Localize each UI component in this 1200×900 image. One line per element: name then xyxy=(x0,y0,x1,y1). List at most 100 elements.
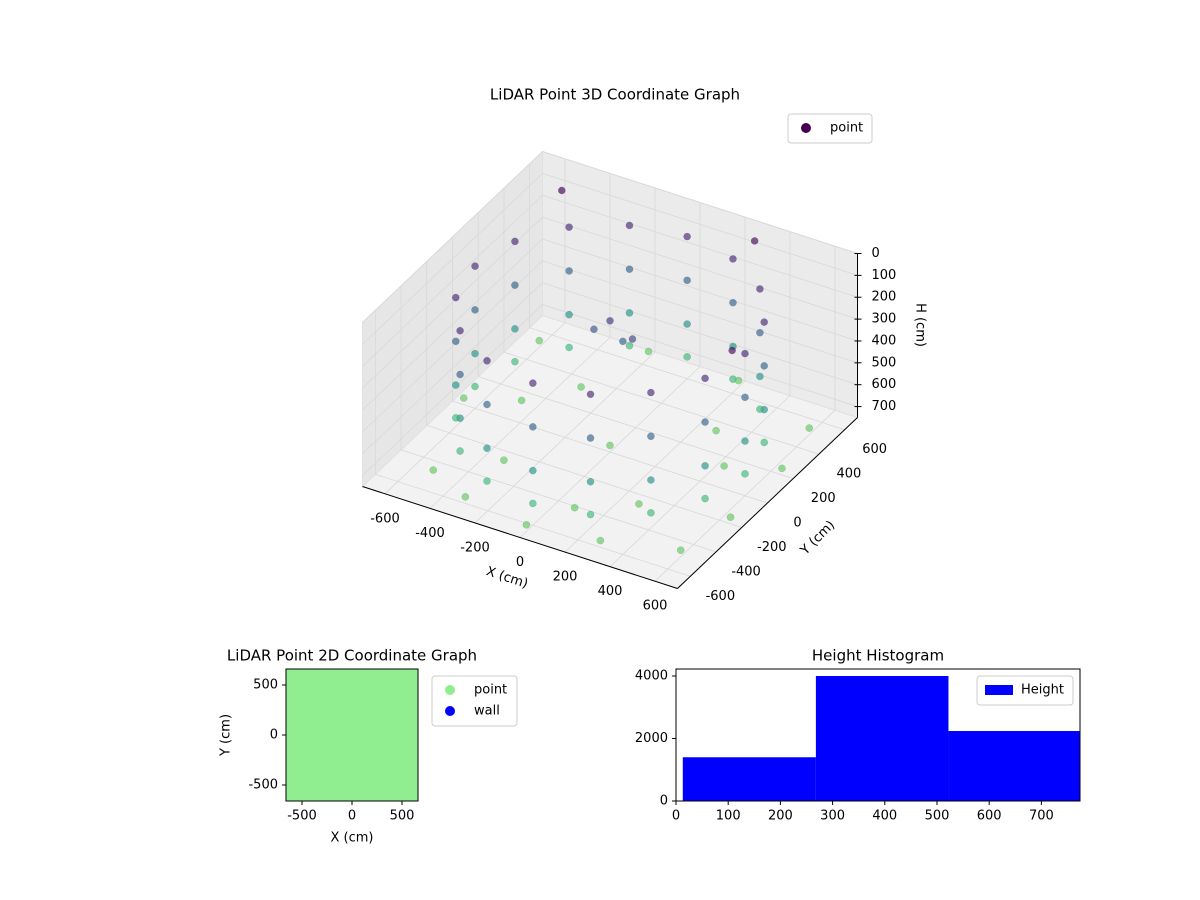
x-tick-label: -200 xyxy=(460,540,490,555)
point xyxy=(741,349,749,358)
point xyxy=(750,237,759,245)
point xyxy=(483,356,491,365)
legend-label: wall xyxy=(474,704,500,719)
z-tick-label: 400 xyxy=(872,333,897,348)
grid-line xyxy=(478,376,794,479)
z-tick-label: 200 xyxy=(872,290,897,305)
point xyxy=(619,337,627,346)
y-axis-label: Y (cm) xyxy=(219,714,234,757)
axes-frame xyxy=(675,668,1081,802)
point xyxy=(606,441,614,450)
grid-line xyxy=(542,260,858,364)
point xyxy=(741,469,749,478)
point xyxy=(471,382,479,391)
grid-line xyxy=(362,238,543,411)
grid-line xyxy=(362,151,543,323)
point xyxy=(565,343,573,352)
point xyxy=(397,669,418,690)
y-tick-label: 0 xyxy=(793,516,801,531)
x-tick-label: -600 xyxy=(370,511,400,526)
point xyxy=(522,520,531,529)
legend-label: Height xyxy=(1021,683,1064,698)
point xyxy=(701,418,709,426)
point xyxy=(529,379,537,388)
x-tick-label: 400 xyxy=(598,584,623,599)
point xyxy=(471,262,479,271)
point xyxy=(606,316,614,325)
point xyxy=(429,466,438,474)
point xyxy=(586,510,595,519)
point xyxy=(760,318,769,326)
point xyxy=(483,477,491,485)
y-tick-label: 400 xyxy=(837,467,862,482)
point xyxy=(451,381,460,389)
point xyxy=(647,476,655,484)
y-tick-label: -600 xyxy=(706,589,736,604)
point xyxy=(625,221,634,230)
grid-line xyxy=(375,473,691,577)
point xyxy=(728,346,736,355)
point xyxy=(778,464,786,473)
point xyxy=(683,232,691,241)
point xyxy=(647,388,655,397)
grid-line xyxy=(542,216,858,320)
point xyxy=(701,461,709,470)
point xyxy=(529,499,537,508)
point xyxy=(565,310,573,319)
chart-title: Height Histogram xyxy=(812,647,944,665)
point xyxy=(456,326,464,335)
point xyxy=(676,546,685,555)
point xyxy=(701,374,709,383)
point xyxy=(483,400,491,409)
point xyxy=(756,372,764,381)
point xyxy=(577,383,585,391)
grid-line xyxy=(542,238,858,342)
point xyxy=(734,376,743,385)
point xyxy=(461,493,470,501)
grid-line xyxy=(362,260,543,433)
bar xyxy=(682,757,816,801)
point xyxy=(683,320,691,328)
point xyxy=(517,396,526,405)
point xyxy=(529,423,537,431)
point xyxy=(471,306,479,314)
grid-line xyxy=(362,282,543,454)
point xyxy=(729,255,737,263)
x-axis-label: X (cm) xyxy=(331,831,374,846)
y-tick-label: 200 xyxy=(811,491,836,506)
x-tick-label: -400 xyxy=(415,526,445,541)
y-tick-label: -400 xyxy=(731,564,761,579)
point xyxy=(590,325,598,334)
point xyxy=(456,370,464,379)
point xyxy=(596,536,605,545)
y-tick-label: -200 xyxy=(757,540,787,555)
grid-line xyxy=(542,151,858,254)
z-tick-label: 500 xyxy=(872,355,897,370)
point xyxy=(647,508,655,517)
y-tick-label: 2000 xyxy=(635,731,668,746)
legend-marker xyxy=(801,123,811,133)
grid-line xyxy=(362,216,543,389)
x-tick-label: 500 xyxy=(925,809,950,824)
point xyxy=(459,394,468,402)
point xyxy=(451,414,460,422)
point xyxy=(729,298,737,307)
y-tick-label: 600 xyxy=(862,442,887,457)
point xyxy=(529,466,537,475)
y-axis-label: Y (cm) xyxy=(797,518,838,559)
point xyxy=(500,456,508,465)
axis-line xyxy=(677,417,858,589)
point xyxy=(760,362,769,370)
x-tick-label: 500 xyxy=(390,809,415,824)
x-tick-label: 0 xyxy=(516,555,524,570)
axis-line xyxy=(362,486,678,589)
legend-box xyxy=(787,113,873,144)
x-tick-label: 600 xyxy=(643,599,668,614)
point xyxy=(511,357,519,366)
point xyxy=(741,393,749,402)
point xyxy=(756,405,764,414)
x-tick-label: 0 xyxy=(348,809,356,824)
x-tick-label: 0 xyxy=(672,809,680,824)
bar xyxy=(948,731,1080,801)
